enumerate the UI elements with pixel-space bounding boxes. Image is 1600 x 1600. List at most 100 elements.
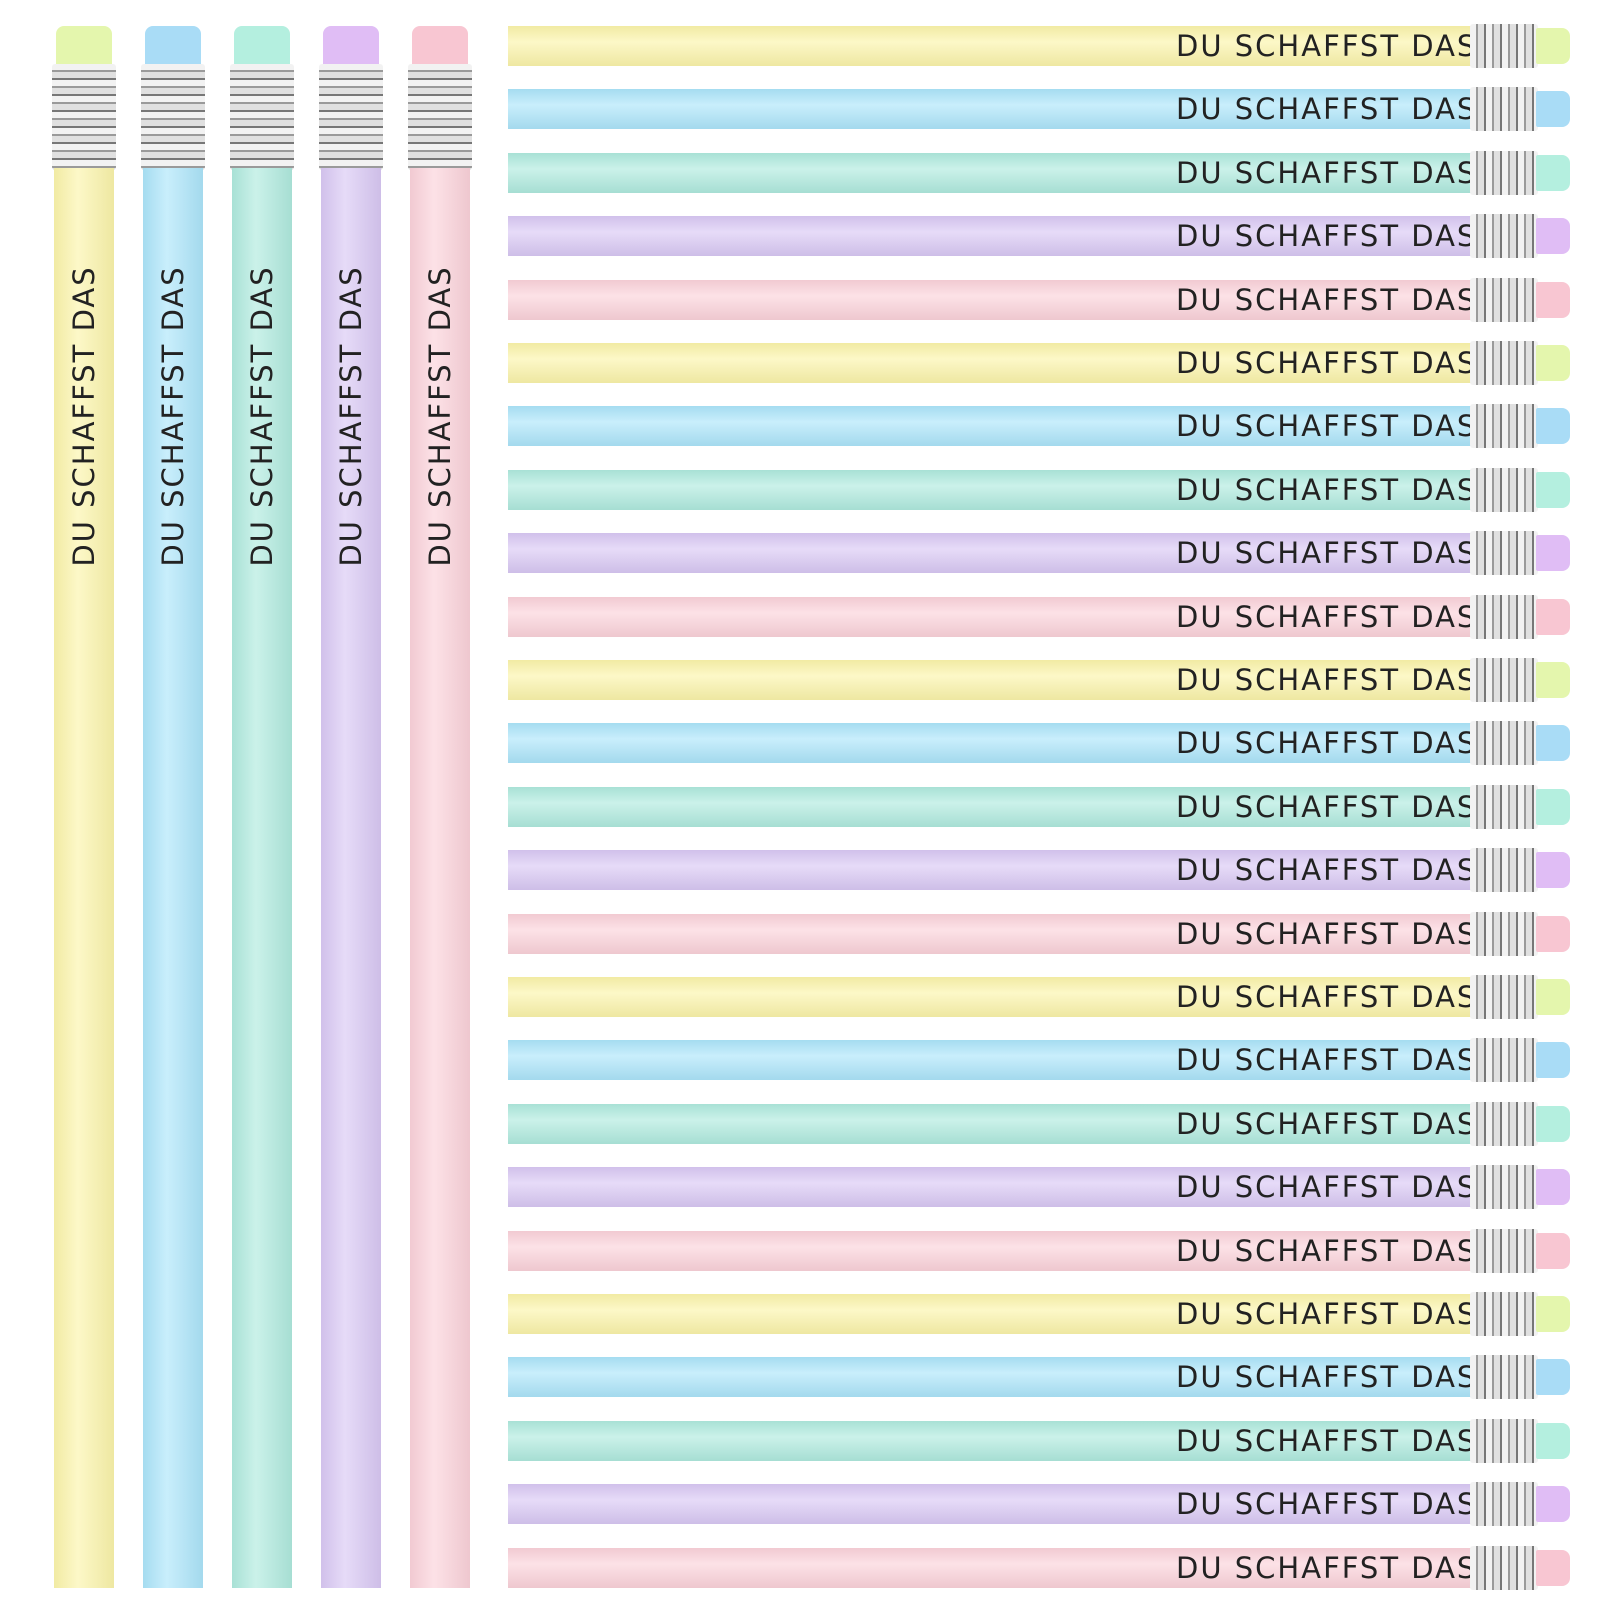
- eraser: [234, 26, 290, 68]
- ferrule: [1470, 24, 1538, 68]
- pencil-label: DU SCHAFFST DAS: [1176, 980, 1478, 1014]
- pencil-body: [508, 406, 1472, 447]
- pencil-label: DU SCHAFFST DAS: [245, 265, 279, 567]
- eraser: [1536, 535, 1570, 572]
- ferrule: [1470, 848, 1538, 893]
- pencil-label: DU SCHAFFST DAS: [1176, 1360, 1478, 1395]
- eraser: [1536, 1422, 1570, 1459]
- pencil-body: [508, 469, 1472, 510]
- ferrule: [1470, 150, 1538, 195]
- pencil-body: [508, 1294, 1472, 1334]
- eraser: [1536, 725, 1570, 762]
- pencil-label: DU SCHAFFST DAS: [1176, 1550, 1478, 1585]
- pencil-body: [508, 1484, 1472, 1525]
- pencil-label: DU SCHAFFST DAS: [1176, 472, 1478, 507]
- pencil-body: [508, 786, 1472, 827]
- eraser: [1536, 788, 1570, 825]
- ferrule: [1470, 1482, 1538, 1527]
- ferrule: [52, 64, 116, 170]
- ferrule: [1470, 784, 1538, 829]
- pencil-body: [508, 1040, 1472, 1081]
- pencil-body: [508, 660, 1472, 700]
- pencil-label: DU SCHAFFST DAS: [334, 265, 368, 567]
- eraser: [1536, 1105, 1570, 1142]
- pencil-label: DU SCHAFFST DAS: [1176, 853, 1478, 888]
- pencil-body: [508, 596, 1472, 637]
- eraser: [1536, 471, 1570, 508]
- eraser: [1536, 1169, 1570, 1206]
- eraser: [1536, 281, 1570, 318]
- eraser: [323, 26, 379, 68]
- ferrule: [1470, 1545, 1538, 1590]
- ferrule: [1470, 1038, 1538, 1083]
- pencil-body: [143, 168, 203, 1588]
- pencil-label: DU SCHAFFST DAS: [1176, 1233, 1478, 1268]
- eraser: [1536, 28, 1570, 64]
- ferrule: [1470, 721, 1538, 766]
- eraser: [1536, 852, 1570, 889]
- pencil-label: DU SCHAFFST DAS: [1176, 663, 1478, 697]
- pencil-label: DU SCHAFFST DAS: [1176, 1487, 1478, 1522]
- pencil-body: [508, 89, 1472, 130]
- pencil-label: DU SCHAFFST DAS: [1176, 1297, 1478, 1331]
- pencil-label: DU SCHAFFST DAS: [156, 265, 190, 567]
- eraser: [1536, 91, 1570, 128]
- eraser: [1536, 408, 1570, 445]
- pencil-body: [508, 1547, 1472, 1588]
- ferrule: [1470, 594, 1538, 639]
- ferrule: [1470, 1165, 1538, 1210]
- pencil-body: [508, 26, 1472, 66]
- pencil-body: [508, 850, 1472, 891]
- ferrule: [1470, 1292, 1538, 1336]
- eraser: [1536, 1359, 1570, 1396]
- pencil-label: DU SCHAFFST DAS: [1176, 29, 1478, 63]
- eraser: [412, 26, 468, 68]
- pencil-label: DU SCHAFFST DAS: [1176, 536, 1478, 571]
- ferrule: [319, 64, 383, 170]
- pencil-label: DU SCHAFFST DAS: [1176, 1106, 1478, 1141]
- ferrule: [1470, 341, 1538, 385]
- ferrule: [1470, 1101, 1538, 1146]
- pencil-body: [508, 1420, 1472, 1461]
- pencil-label: DU SCHAFFST DAS: [1176, 916, 1478, 951]
- pencil-body: [508, 1357, 1472, 1398]
- pencil-label: DU SCHAFFST DAS: [423, 265, 457, 567]
- pencil-body: [508, 1103, 1472, 1144]
- ferrule: [1470, 658, 1538, 702]
- eraser: [1536, 1549, 1570, 1586]
- eraser: [1536, 1486, 1570, 1523]
- pencil-body: [508, 1230, 1472, 1271]
- ferrule: [1470, 1355, 1538, 1400]
- eraser: [1536, 218, 1570, 255]
- ferrule: [1470, 1228, 1538, 1273]
- eraser: [1536, 345, 1570, 381]
- eraser: [1536, 154, 1570, 191]
- pencil-body: [508, 913, 1472, 954]
- pencil-body: [508, 723, 1472, 764]
- pencil-body: [232, 168, 292, 1588]
- ferrule: [408, 64, 472, 170]
- pencil-label: DU SCHAFFST DAS: [1176, 789, 1478, 824]
- eraser: [1536, 1042, 1570, 1079]
- ferrule: [141, 64, 205, 170]
- eraser: [1536, 915, 1570, 952]
- pencil-body: [508, 977, 1472, 1017]
- eraser: [1536, 979, 1570, 1015]
- pencil-label: DU SCHAFFST DAS: [1176, 155, 1478, 190]
- ferrule: [1470, 1418, 1538, 1463]
- pencil-label: DU SCHAFFST DAS: [1176, 346, 1478, 380]
- eraser: [56, 26, 112, 68]
- ferrule: [230, 64, 294, 170]
- pencil-body: [508, 279, 1472, 320]
- ferrule: [1470, 277, 1538, 322]
- ferrule: [1470, 214, 1538, 259]
- ferrule: [1470, 911, 1538, 956]
- pencil-label: DU SCHAFFST DAS: [1176, 1423, 1478, 1458]
- pencil-body: [508, 152, 1472, 193]
- pencil-body: [410, 168, 470, 1588]
- pencil-label: DU SCHAFFST DAS: [1176, 282, 1478, 317]
- pencil-body: [321, 168, 381, 1588]
- pencil-label: DU SCHAFFST DAS: [67, 265, 101, 567]
- pencil-label: DU SCHAFFST DAS: [1176, 1170, 1478, 1205]
